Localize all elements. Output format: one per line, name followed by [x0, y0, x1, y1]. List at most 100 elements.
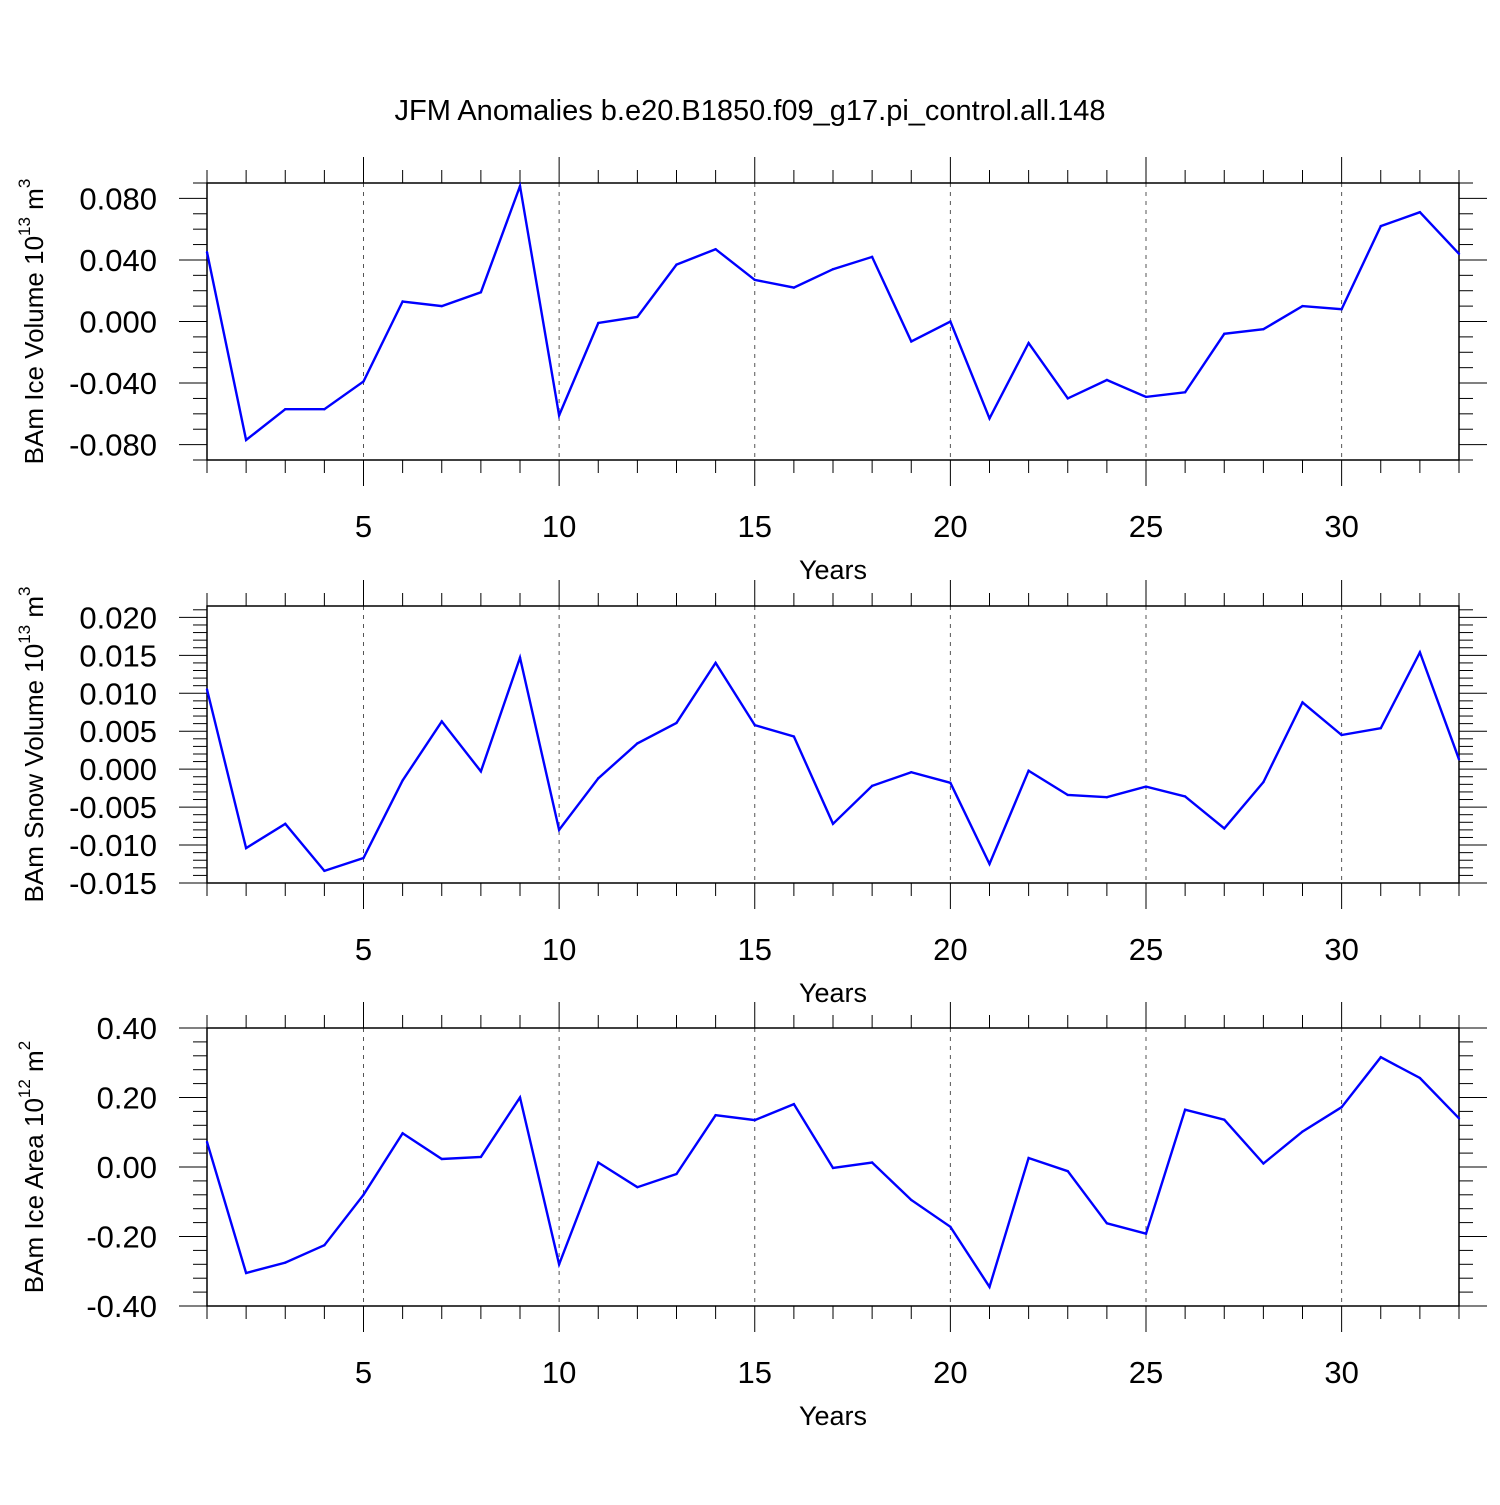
data-point: [831, 267, 835, 271]
data-point: [401, 779, 404, 782]
data-point: [714, 247, 717, 251]
data-point: [636, 315, 639, 319]
x-tick-label: 20: [933, 1355, 967, 1390]
x-tick-label: 5: [355, 509, 372, 544]
y-tick-label: 0.015: [79, 638, 157, 673]
data-point: [831, 1166, 835, 1170]
y-tick-label: -0.010: [69, 828, 157, 863]
data-point: [479, 291, 483, 294]
data-point: [244, 1271, 248, 1275]
y-axis-title-part: 13: [15, 625, 34, 644]
y-axis-title-part: m: [19, 596, 49, 625]
x-tick-label: 30: [1324, 509, 1358, 544]
y-tick-label: 0.010: [79, 676, 157, 711]
data-point: [1418, 1076, 1422, 1080]
data-point: [284, 822, 287, 826]
y-axis-title-part: 12: [15, 1079, 34, 1098]
data-point: [557, 828, 561, 832]
y-axis-title: BAm Ice Volume 1013 m3: [15, 179, 49, 465]
y-tick-label: 0.00: [97, 1150, 157, 1185]
x-tick-label: 20: [933, 509, 967, 544]
x-tick-label: 30: [1324, 1355, 1358, 1390]
x-tick-label: 15: [738, 509, 772, 544]
data-point: [910, 771, 913, 774]
y-axis-title-part: 3: [15, 179, 34, 188]
y-tick-label: -0.40: [86, 1289, 157, 1324]
data-point: [1223, 827, 1226, 830]
y-tick-label: 0.20: [97, 1081, 157, 1116]
data-point: [949, 781, 952, 785]
data-point: [1457, 758, 1461, 761]
data-point: [323, 408, 326, 411]
data-point: [792, 1102, 796, 1106]
x-tick-label: 10: [542, 1355, 576, 1390]
data-point: [597, 321, 600, 325]
data-point: [1301, 701, 1304, 704]
data-point: [753, 1118, 756, 1122]
data-point: [792, 286, 796, 289]
data-point: [597, 1161, 600, 1164]
data-point: [244, 438, 248, 442]
data-point: [949, 1225, 952, 1228]
data-point: [1340, 307, 1343, 311]
y-tick-label: -0.20: [86, 1220, 157, 1255]
data-point: [1183, 795, 1187, 798]
data-point: [1379, 726, 1382, 730]
data-point: [1223, 1118, 1226, 1121]
y-tick-label: 0.020: [79, 600, 157, 635]
y-axis-title-part: 13: [15, 217, 34, 236]
data-point: [518, 656, 522, 659]
data-point: [1262, 327, 1265, 331]
data-point: [440, 720, 443, 723]
y-axis-title-part: 3: [15, 587, 34, 596]
data-point: [1105, 1222, 1109, 1225]
data-point: [1379, 224, 1382, 228]
data-point: [675, 1172, 678, 1176]
x-axis-title: Years: [799, 1401, 867, 1431]
data-point: [518, 184, 522, 188]
data-point: [949, 320, 952, 323]
series-line: [205, 1055, 1460, 1290]
y-tick-label: 0.040: [79, 243, 157, 278]
data-point: [636, 1185, 639, 1189]
x-tick-label: 10: [542, 509, 576, 544]
data-point: [1418, 211, 1422, 214]
data-point: [1223, 332, 1226, 336]
data-point: [284, 408, 287, 411]
data-point: [910, 340, 913, 343]
data-point: [1183, 391, 1187, 394]
data-point: [636, 742, 639, 745]
y-tick-label: -0.040: [69, 366, 157, 401]
x-tick-label: 20: [933, 932, 967, 967]
data-point: [1105, 378, 1109, 382]
data-point: [910, 1198, 913, 1202]
data-point: [1066, 397, 1069, 400]
data-point: [870, 784, 874, 788]
data-point: [362, 1193, 365, 1197]
data-point: [675, 721, 678, 725]
y-axis-title-part: BAm Snow Volume 10: [19, 644, 49, 903]
y-axis-title: BAm Snow Volume 1013 m3: [15, 587, 49, 903]
chart-panel-1: 5 10 15 20 25 30 -0.080 -0.040 0.000 0.040 0.080 Ye…: [15, 157, 1487, 585]
data-point: [401, 1132, 404, 1135]
y-axis-title-part: m: [19, 1050, 49, 1079]
data-point: [557, 414, 561, 417]
data-point: [597, 777, 600, 780]
data-point: [440, 1157, 443, 1161]
data-point: [244, 846, 248, 850]
data-point: [1027, 1156, 1030, 1160]
figure-title: JFM Anomalies b.e20.B1850.f09_g17.pi_con…: [395, 95, 1106, 127]
data-point: [1340, 733, 1343, 737]
data-point: [323, 869, 326, 873]
data-point: [988, 862, 991, 866]
data-point: [401, 300, 404, 303]
data-point: [1144, 785, 1148, 788]
data-point: [870, 255, 874, 259]
y-tick-label: 0.005: [79, 714, 157, 749]
y-axis-title-part: 2: [15, 1041, 34, 1050]
y-tick-label: 0.000: [79, 305, 157, 340]
series-line: [205, 181, 1460, 443]
x-tick-label: 25: [1129, 1355, 1163, 1390]
y-axis-title-part: BAm Ice Area 10: [19, 1098, 49, 1293]
